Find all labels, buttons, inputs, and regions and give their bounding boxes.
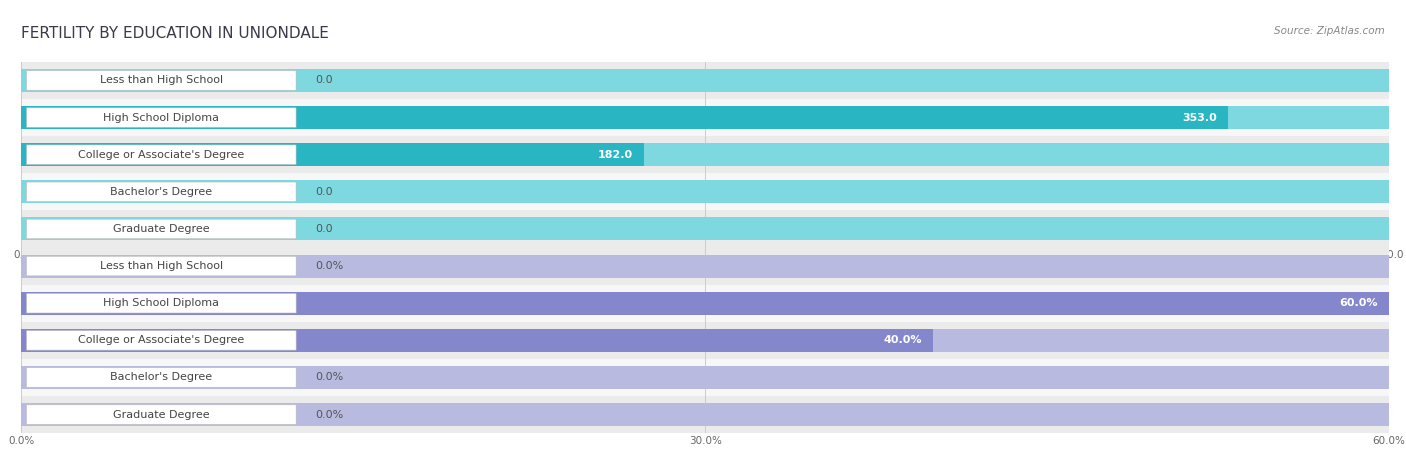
Bar: [21, 329, 934, 352]
Bar: [21, 248, 1389, 285]
FancyBboxPatch shape: [27, 108, 297, 128]
FancyBboxPatch shape: [27, 405, 297, 425]
Text: Less than High School: Less than High School: [100, 75, 224, 86]
Text: 60.0%: 60.0%: [1340, 298, 1378, 308]
Bar: [21, 396, 1389, 433]
FancyBboxPatch shape: [27, 145, 297, 165]
Bar: [21, 106, 1389, 129]
Text: 0.0: 0.0: [315, 187, 333, 197]
FancyBboxPatch shape: [27, 330, 297, 350]
Bar: [21, 106, 1229, 129]
Bar: [21, 136, 1389, 173]
FancyBboxPatch shape: [27, 70, 297, 90]
Bar: [21, 173, 1389, 210]
Text: 0.0%: 0.0%: [315, 261, 343, 271]
Text: High School Diploma: High School Diploma: [103, 112, 219, 123]
Bar: [21, 285, 1389, 322]
Text: College or Associate's Degree: College or Associate's Degree: [79, 335, 245, 346]
Text: College or Associate's Degree: College or Associate's Degree: [79, 149, 245, 160]
Text: 182.0: 182.0: [598, 149, 633, 160]
Bar: [21, 322, 1389, 359]
Text: Graduate Degree: Graduate Degree: [112, 409, 209, 420]
Text: Graduate Degree: Graduate Degree: [112, 224, 209, 234]
Text: 353.0: 353.0: [1182, 112, 1218, 123]
FancyBboxPatch shape: [27, 182, 297, 202]
Text: 40.0%: 40.0%: [884, 335, 922, 346]
Bar: [21, 366, 1389, 389]
Bar: [21, 143, 1389, 166]
Text: High School Diploma: High School Diploma: [103, 298, 219, 308]
Bar: [21, 292, 1389, 315]
Text: 0.0%: 0.0%: [315, 372, 343, 383]
Bar: [21, 210, 1389, 248]
Bar: [21, 69, 1389, 92]
Text: Less than High School: Less than High School: [100, 261, 224, 271]
Text: Source: ZipAtlas.com: Source: ZipAtlas.com: [1274, 26, 1385, 36]
FancyBboxPatch shape: [27, 256, 297, 276]
FancyBboxPatch shape: [27, 367, 297, 387]
Bar: [21, 180, 1389, 203]
Bar: [21, 403, 1389, 426]
FancyBboxPatch shape: [27, 219, 297, 239]
Bar: [21, 218, 1389, 240]
Text: FERTILITY BY EDUCATION IN UNIONDALE: FERTILITY BY EDUCATION IN UNIONDALE: [21, 26, 329, 41]
Bar: [21, 329, 1389, 352]
Text: 0.0: 0.0: [315, 75, 333, 86]
FancyBboxPatch shape: [27, 293, 297, 313]
Text: Bachelor's Degree: Bachelor's Degree: [110, 372, 212, 383]
Bar: [21, 292, 1389, 315]
Bar: [21, 99, 1389, 136]
Text: Bachelor's Degree: Bachelor's Degree: [110, 187, 212, 197]
Text: 0.0%: 0.0%: [315, 409, 343, 420]
Bar: [21, 255, 1389, 278]
Text: 0.0: 0.0: [315, 224, 333, 234]
Bar: [21, 143, 644, 166]
Bar: [21, 359, 1389, 396]
Bar: [21, 62, 1389, 99]
